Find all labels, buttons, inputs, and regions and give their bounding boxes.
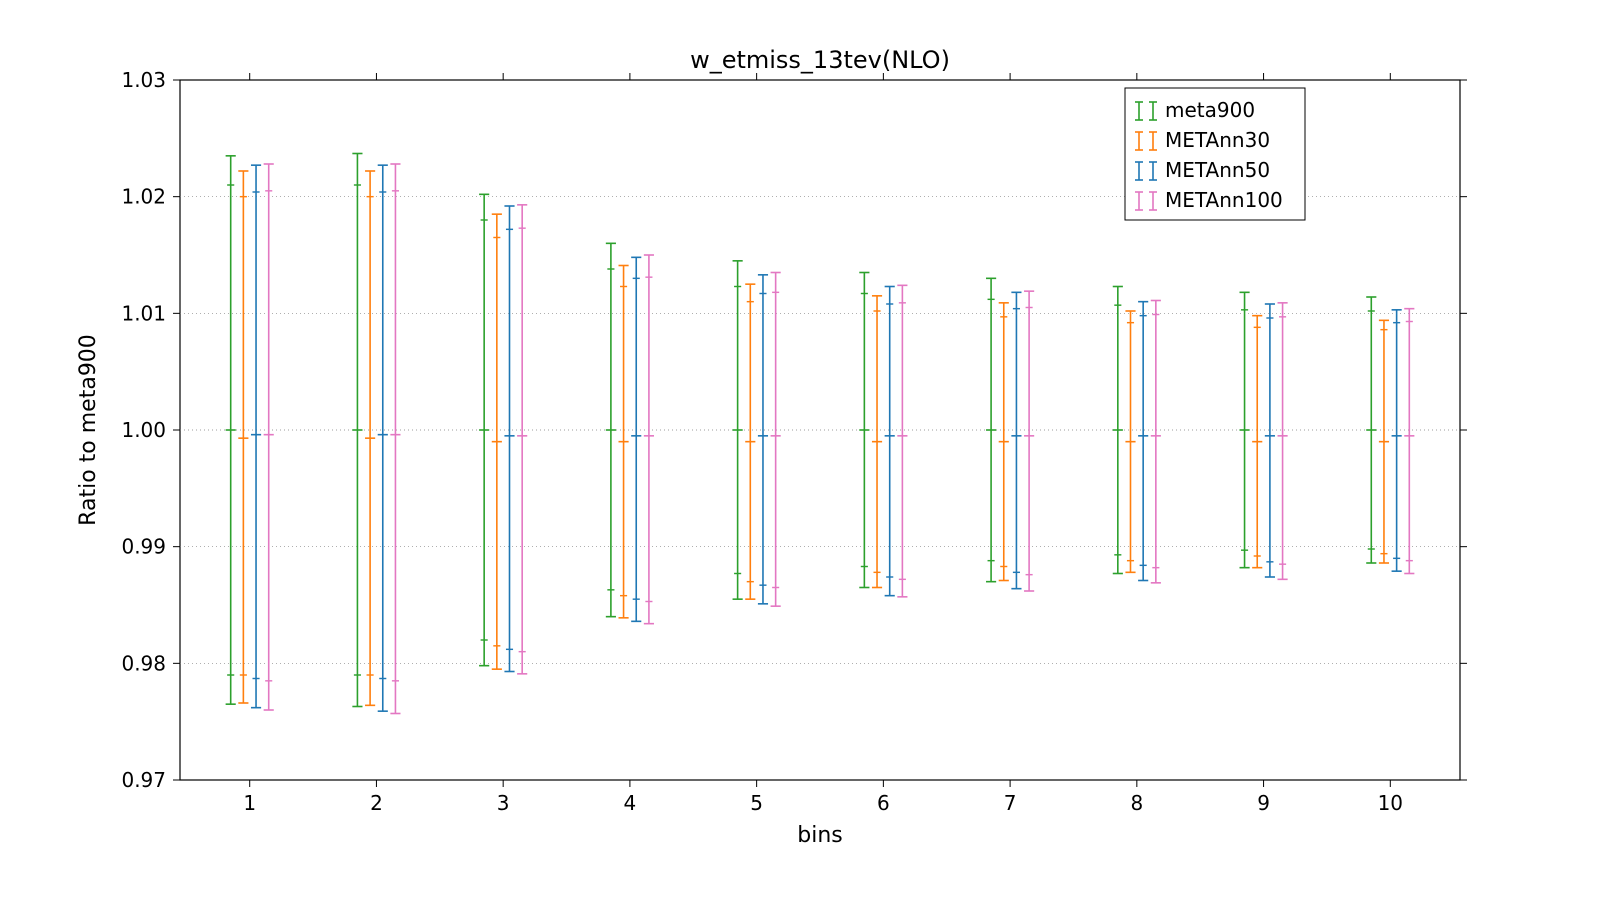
xtick-label: 2 [370, 791, 383, 815]
chart-background [0, 0, 1600, 900]
xtick-label: 5 [750, 791, 763, 815]
errorbar-chart: 0.97 0.98 0.99 1.00 1.01 1.02 1.03 1 2 3 4 5 6 7 8 9 10 w… [0, 0, 1600, 900]
xtick-label: 7 [1004, 791, 1017, 815]
legend-label: METAnn50 [1165, 158, 1270, 182]
xtick-label: 1 [243, 791, 256, 815]
legend-label: meta900 [1165, 98, 1255, 122]
xtick-label: 3 [497, 791, 510, 815]
ytick-label: 1.02 [121, 185, 166, 209]
legend-label: METAnn100 [1165, 188, 1283, 212]
xtick-label: 4 [624, 791, 637, 815]
ytick-label: 0.97 [121, 768, 166, 792]
ytick-label: 0.99 [121, 535, 166, 559]
y-axis-label: Ratio to meta900 [76, 334, 101, 526]
xtick-label: 6 [877, 791, 890, 815]
chart-title: w_etmiss_13tev(NLO) [690, 46, 950, 74]
ytick-label: 1.03 [121, 68, 166, 92]
ytick-label: 1.00 [121, 418, 166, 442]
xtick-label: 10 [1378, 791, 1403, 815]
ytick-label: 0.98 [121, 651, 166, 675]
x-axis-label: bins [797, 823, 842, 848]
xtick-label: 8 [1130, 791, 1143, 815]
ytick-label: 1.01 [121, 301, 166, 325]
legend: meta900 METAnn30 METAnn50 METAnn100 [1125, 88, 1305, 220]
xtick-label: 9 [1257, 791, 1270, 815]
chart-container: 0.97 0.98 0.99 1.00 1.01 1.02 1.03 1 2 3 4 5 6 7 8 9 10 w… [0, 0, 1600, 900]
legend-label: METAnn30 [1165, 128, 1270, 152]
